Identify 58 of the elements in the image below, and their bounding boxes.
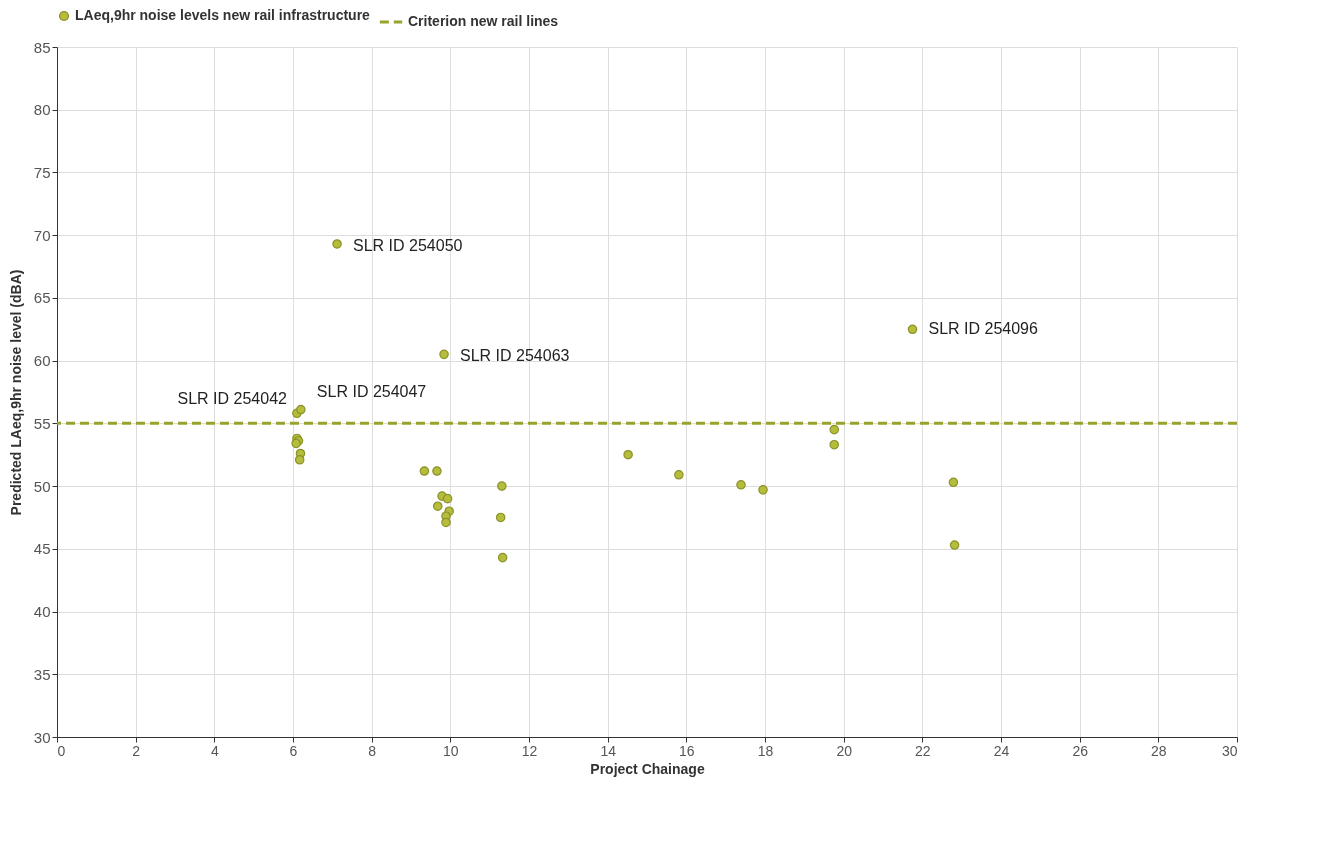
y-tick-label: 80: [33, 101, 51, 119]
annotation: SLR ID 254042: [177, 390, 288, 408]
y-tick-label: 35: [33, 665, 51, 683]
x-tick-label: 28: [1151, 742, 1167, 759]
point: [441, 517, 451, 528]
point: [829, 439, 840, 450]
y-tick-label: 55: [33, 414, 51, 432]
x-tick-label: 24: [993, 742, 1010, 759]
y-axis-title: Predicted LAeq,9hr noise level (dBA): [7, 269, 24, 516]
x-tick-label: 22: [915, 742, 931, 759]
y-tick-label: 45: [33, 540, 51, 558]
y-tick-label: 50: [33, 477, 51, 495]
point: [332, 239, 342, 249]
y-tick-label: 70: [33, 226, 51, 244]
point: [439, 349, 449, 360]
x-tick-label: 26: [1072, 742, 1089, 759]
y-tick-label: 75: [33, 163, 51, 181]
point: [948, 477, 959, 488]
annotation: SLR ID 254047: [316, 382, 427, 400]
x-tick-label: 18: [757, 742, 774, 759]
x-tick-label: 0: [57, 742, 66, 759]
point: [829, 424, 840, 435]
point: [497, 481, 507, 491]
y-tick-label: 65: [33, 289, 51, 307]
x-tick-label: 12: [521, 742, 538, 759]
point: [419, 466, 430, 476]
point: [442, 493, 453, 504]
point: [497, 552, 508, 563]
annotation: SLR ID 254063: [460, 347, 570, 365]
x-tick-label: 10: [443, 742, 459, 759]
point: [674, 470, 684, 480]
x-tick-label: 6: [289, 742, 298, 759]
legend-label: Criterion new rail lines: [408, 13, 559, 29]
y-tick-label: 85: [33, 38, 51, 56]
x-tick-label: 30: [1221, 742, 1238, 759]
point: [736, 480, 746, 490]
y-tick-label: 60: [33, 352, 51, 370]
point: [907, 324, 918, 335]
legend-label: LAeq,9hr noise levels new rail infrastructure: [75, 7, 371, 23]
y-tick-label: 30: [33, 728, 51, 746]
point: [296, 404, 306, 415]
y-tick-label: 40: [33, 603, 51, 621]
point: [432, 466, 442, 476]
annotation: SLR ID 254050: [353, 236, 463, 254]
x-tick-label: 14: [600, 742, 617, 759]
point: [432, 501, 443, 511]
x-tick-label: 2: [132, 742, 141, 759]
point: [294, 454, 305, 465]
x-tick-label: 16: [679, 742, 695, 759]
x-tick-label: 20: [836, 742, 853, 759]
point: [623, 449, 633, 460]
point: [949, 540, 960, 550]
x-tick-label: 8: [368, 742, 377, 759]
point: [495, 512, 506, 523]
annotation: SLR ID 254096: [928, 320, 1039, 338]
x-tick-label: 4: [210, 742, 219, 759]
x-axis-title: Project Chainage: [590, 760, 705, 777]
point: [758, 485, 768, 495]
